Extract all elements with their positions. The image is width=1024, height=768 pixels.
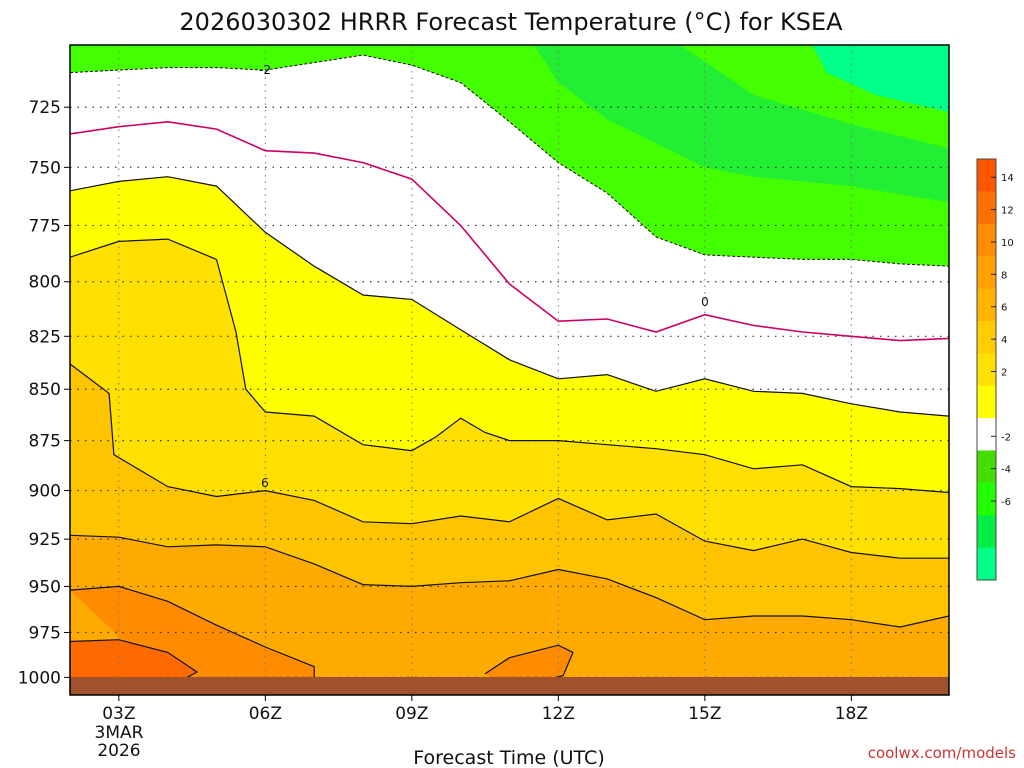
colorbar-tick-label: 14 — [1001, 173, 1014, 184]
chart-title: 2026030302 HRRR Forecast Temperature (°C… — [179, 8, 843, 36]
isotherm-plus6 — [70, 363, 949, 559]
y-tick-label: 900 — [29, 482, 61, 502]
colorbar-tick-label: 8 — [1001, 270, 1007, 281]
isotherm-lines — [70, 54, 949, 684]
colorbar-swatch — [977, 159, 996, 192]
y-tick-label: 800 — [29, 273, 61, 293]
plot-frame — [69, 44, 950, 696]
isotherm-plus8 — [70, 534, 949, 628]
x-date-line-2: 2026 — [97, 741, 140, 761]
colorbar-tick-label: -4 — [1001, 465, 1011, 476]
colorbar-swatch — [977, 353, 996, 387]
x-tick-label: 18Z — [835, 704, 868, 724]
y-tick-label: 950 — [29, 577, 61, 597]
fill-band-below-minus4 — [533, 45, 949, 203]
y-tick-label: 725 — [29, 98, 61, 118]
fill-band-10-bubble — [485, 645, 573, 683]
colorbar-tick-label: 2 — [1001, 368, 1007, 379]
y-tick-label: 825 — [29, 327, 61, 347]
fill-band-below-minus6 — [812, 45, 949, 113]
x-axis-label: Forecast Time (UTC) — [413, 747, 604, 768]
fill-band-10-to-12 — [70, 586, 315, 683]
fill-band-above-12 — [70, 639, 197, 683]
y-tick-label: 975 — [29, 623, 61, 643]
contour-label-6: 6 — [261, 476, 269, 490]
y-tick-label: 1000 — [18, 668, 61, 688]
fill-band-minus2-to-2 — [70, 55, 949, 417]
y-axis-ticks: 725 750 775 800 825 850 875 900 925 950 975 1000 — [18, 98, 70, 688]
colorbar-tick-label: -2 — [1001, 432, 1011, 443]
colorbar-tick-label: -6 — [1001, 497, 1011, 508]
colorbar-tick-label: 6 — [1001, 303, 1007, 314]
colorbar-tick-label: 12 — [1001, 206, 1014, 217]
y-tick-label: 925 — [29, 530, 61, 550]
colorbar-tick-label: 10 — [1001, 238, 1014, 249]
isotherm-0 — [70, 120, 949, 342]
y-tick-label: 850 — [29, 380, 61, 400]
contour-label-minus2: -2 — [259, 63, 271, 77]
x-tick-label: 06Z — [249, 704, 282, 724]
colorbar-swatch — [977, 191, 996, 225]
y-tick-label: 750 — [29, 158, 61, 178]
colorbar-swatch — [977, 515, 996, 549]
colorbar-swatch — [977, 547, 996, 581]
colorbar-tick-label: 4 — [1001, 335, 1007, 346]
x-tick-label: 15Z — [688, 704, 721, 724]
ground-surface-band — [70, 677, 949, 695]
isotherm-minus2 — [70, 54, 949, 267]
isotherm-plus4 — [70, 238, 949, 494]
x-tick-label: 03Z — [102, 704, 135, 724]
colorbar-swatch — [977, 320, 996, 354]
x-date-line-1: 3MAR — [95, 723, 144, 743]
colorbar-swatch — [977, 288, 996, 322]
temperature-fill-layer — [70, 45, 949, 695]
colorbar-frame — [976, 158, 997, 581]
colorbar-swatch — [977, 385, 996, 419]
fill-band-6-to-8 — [70, 364, 949, 627]
gridlines — [70, 45, 949, 695]
x-axis-ticks: 03Z 06Z 09Z 12Z 15Z 18Z — [102, 695, 868, 724]
colorbar: 14 12 10 8 6 4 2 -2 -4 -6 — [976, 158, 1014, 581]
colorbar-swatch — [977, 256, 996, 290]
x-tick-label: 12Z — [542, 704, 575, 724]
y-tick-label: 775 — [29, 216, 61, 236]
isotherm-plus2 — [70, 176, 949, 417]
colorbar-swatch — [977, 223, 996, 257]
x-tick-label: 09Z — [395, 704, 428, 724]
colorbar-swatch — [977, 482, 996, 516]
y-tick-label: 875 — [29, 432, 61, 452]
fill-band-4-to-6 — [70, 239, 949, 559]
colorbar-swatch — [977, 418, 996, 451]
colorbar-swatch — [977, 450, 996, 484]
contour-label-0: 0 — [701, 295, 709, 309]
credit-text: coolwx.com/models — [868, 744, 1016, 762]
